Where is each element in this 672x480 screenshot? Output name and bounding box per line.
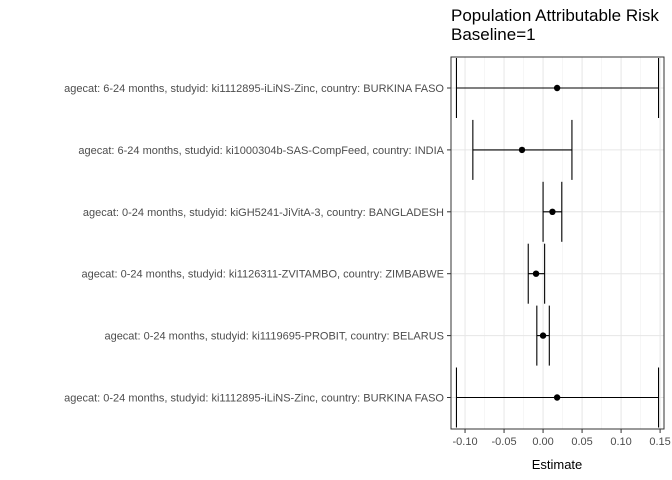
panel-background xyxy=(451,57,664,429)
y-tick-label: agecat: 0-24 months, studyid: ki1119695-… xyxy=(104,331,444,343)
x-tick-label: 0.15 xyxy=(649,436,670,448)
x-tick-label: 0.00 xyxy=(532,436,553,448)
x-axis-title: Estimate xyxy=(532,457,583,472)
y-tick-label: agecat: 0-24 months, studyid: ki1112895-… xyxy=(64,393,444,405)
estimate-point xyxy=(549,208,556,215)
chart-title: Population Attributable Risk xyxy=(451,6,659,25)
y-tick-label: agecat: 0-24 months, studyid: kiGH5241-J… xyxy=(83,207,444,219)
chart-subtitle: Baseline=1 xyxy=(451,25,536,44)
x-tick-label: 0.10 xyxy=(610,436,631,448)
y-tick-label: agecat: 0-24 months, studyid: ki1126311-… xyxy=(81,269,444,281)
x-tick-label: 0.05 xyxy=(571,436,592,448)
estimate-point xyxy=(553,84,561,92)
x-tick-label: -0.05 xyxy=(492,436,517,448)
y-tick-label: agecat: 6-24 months, studyid: ki1112895-… xyxy=(64,83,444,95)
plot-panel: agecat: 6-24 months, studyid: ki1112895-… xyxy=(64,56,671,448)
estimate-point xyxy=(532,270,540,277)
panel-border xyxy=(450,56,665,430)
y-tick-label: agecat: 6-24 months, studyid: ki1000304b… xyxy=(78,145,444,157)
estimate-point xyxy=(518,146,526,154)
estimate-point xyxy=(539,332,547,339)
x-tick-label: -0.10 xyxy=(453,436,478,448)
estimate-point xyxy=(553,394,561,401)
